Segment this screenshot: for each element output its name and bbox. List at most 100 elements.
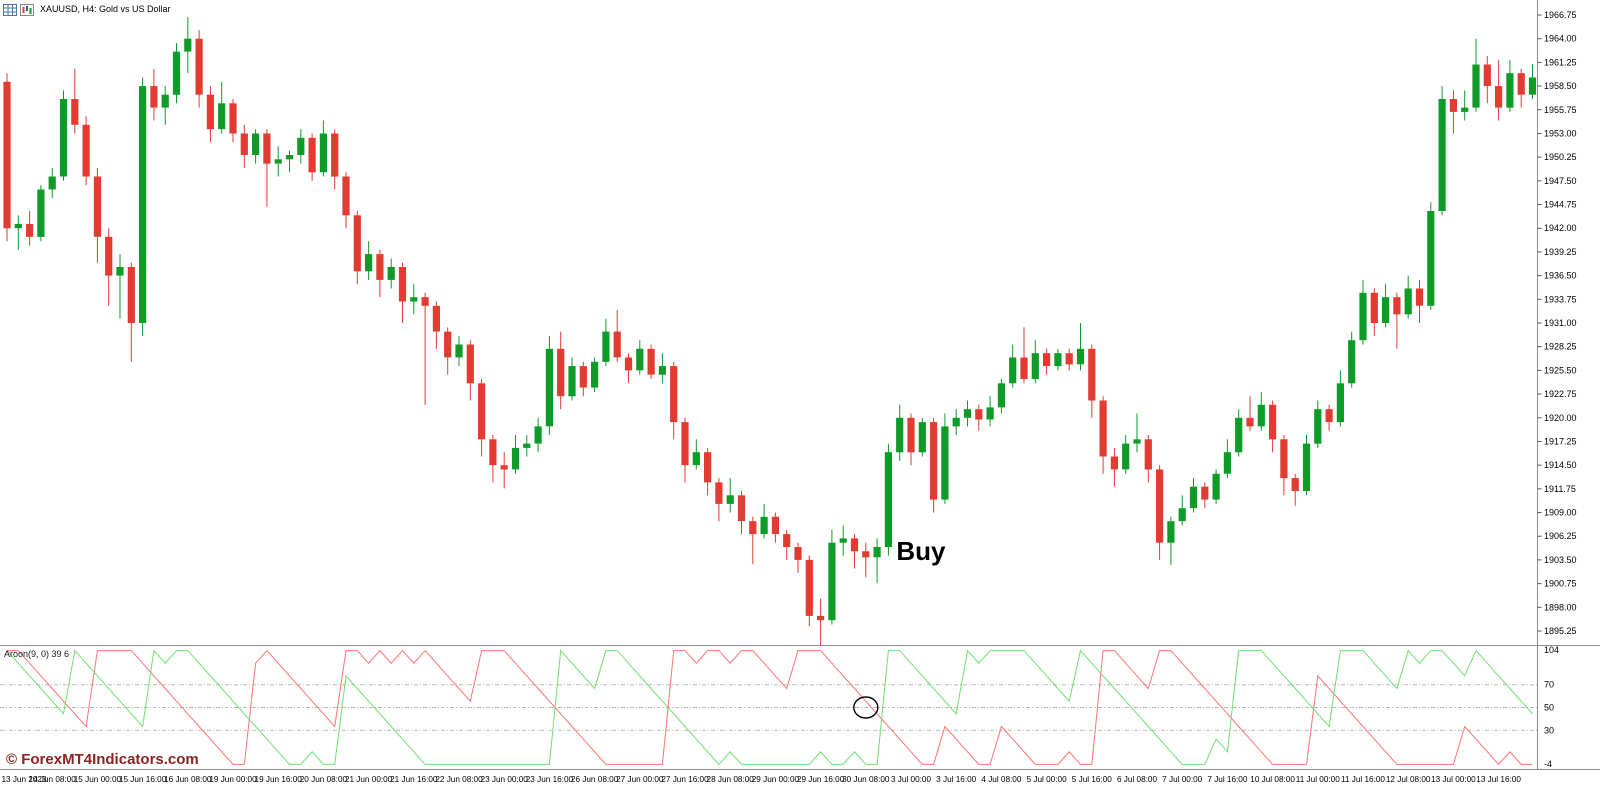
time-tick-label: 11 Jul 16:00 — [1341, 775, 1385, 784]
candle — [1065, 348, 1073, 371]
candle — [71, 68, 79, 134]
candle — [1020, 327, 1028, 384]
candle — [14, 215, 22, 250]
candle — [1257, 391, 1265, 431]
time-tick-label: 6 Jul 08:00 — [1117, 775, 1158, 784]
candle — [1404, 275, 1412, 319]
time-tick-label: 5 Jul 16:00 — [1072, 775, 1113, 784]
time-tick-label: 13 Jun 2023 — [1, 775, 47, 784]
price-tick-label: 1939.25 — [1544, 247, 1577, 257]
candle — [3, 73, 11, 242]
candle — [1528, 64, 1537, 99]
candle — [82, 116, 90, 186]
candle — [161, 86, 169, 125]
aroon-down-line — [7, 649, 1533, 766]
price-tick-label: 1964.00 — [1544, 34, 1577, 44]
candle — [229, 99, 237, 143]
candle — [715, 478, 723, 522]
indicator-tick-label: 50 — [1544, 703, 1554, 713]
candle — [805, 555, 813, 627]
candle — [489, 435, 497, 483]
candle — [1269, 400, 1277, 453]
price-tick-label: 1917.25 — [1544, 436, 1577, 446]
price-tick-label: 1911.75 — [1544, 484, 1576, 494]
candle — [1348, 331, 1356, 388]
candle — [1472, 38, 1480, 112]
candle — [726, 478, 734, 513]
candle — [342, 172, 350, 229]
candle — [534, 417, 542, 453]
indicator-scale[interactable]: 104 70 50 30 -4 — [1544, 645, 1559, 769]
price-tick-label: 1947.50 — [1544, 176, 1577, 186]
candle — [1495, 60, 1503, 121]
candle — [331, 129, 339, 190]
time-tick-label: 7 Jul 16:00 — [1207, 775, 1248, 784]
buy-annotation: Buy — [896, 536, 946, 567]
time-tick-label: 11 Jul 00:00 — [1296, 775, 1340, 784]
price-tick-label: 1914.50 — [1544, 460, 1577, 470]
candle — [116, 254, 124, 319]
candle — [624, 353, 633, 384]
candle — [1359, 279, 1367, 345]
candle — [963, 400, 972, 427]
indicator-tick-label: 104 — [1544, 645, 1559, 655]
candle — [285, 150, 294, 173]
candle — [1110, 447, 1118, 487]
candle — [579, 361, 587, 397]
candle — [850, 534, 859, 569]
price-tick-label: 1903.50 — [1544, 555, 1577, 565]
time-tick-label: 29 Jun 16:00 — [797, 775, 845, 784]
candle — [1099, 396, 1107, 474]
candle — [670, 361, 678, 440]
candle — [1189, 478, 1198, 513]
price-tick-label: 1966.75 — [1544, 10, 1577, 20]
candle — [297, 129, 305, 164]
price-tick-label: 1955.75 — [1544, 105, 1577, 115]
candle — [500, 452, 508, 489]
price-tick-label: 1936.50 — [1544, 271, 1577, 281]
candle — [26, 211, 34, 246]
candle — [93, 167, 101, 263]
candle — [150, 68, 158, 121]
candle — [658, 353, 666, 384]
price-scale[interactable]: 1966.75 1964.00 1961.25 1958.50 1955.75 1953.… — [1537, 10, 1577, 636]
time-tick-label: 13 Jul 00:00 — [1431, 775, 1476, 784]
time-tick-label: 21 Jun 00:00 — [345, 775, 393, 784]
candle — [421, 292, 429, 405]
candle — [591, 357, 599, 392]
candle — [1235, 409, 1243, 457]
candle — [1393, 292, 1401, 349]
time-tick-label: 19 Jun 00:00 — [209, 775, 257, 784]
time-tick-label: 30 Jun 08:00 — [842, 775, 890, 784]
candle — [636, 340, 644, 375]
time-tick-label: 4 Jul 08:00 — [981, 775, 1022, 784]
candle — [568, 357, 576, 401]
time-tick-label: 22 Jun 08:00 — [435, 775, 483, 784]
candle — [873, 538, 881, 584]
time-tick-label: 29 Jun 00:00 — [752, 775, 800, 784]
candle — [771, 512, 779, 543]
candle — [1483, 55, 1491, 104]
candle — [692, 439, 700, 470]
candle — [1178, 495, 1186, 526]
candle — [975, 404, 983, 431]
candle — [817, 598, 825, 646]
candle — [681, 417, 689, 483]
candle — [206, 86, 214, 143]
candle — [48, 167, 56, 199]
price-tick-label: 1942.00 — [1544, 223, 1577, 233]
candle — [760, 503, 768, 539]
indicator-tick-label: 70 — [1544, 680, 1554, 690]
candle — [523, 435, 531, 457]
candle — [218, 81, 226, 134]
candle — [862, 542, 870, 578]
price-tick-label: 1928.25 — [1544, 342, 1577, 352]
time-tick-label: 28 Jun 08:00 — [707, 775, 755, 784]
candle — [1043, 348, 1051, 375]
candle — [1133, 413, 1141, 453]
price-tick-label: 1920.00 — [1544, 413, 1577, 423]
candle — [896, 404, 904, 461]
candle — [704, 447, 712, 496]
